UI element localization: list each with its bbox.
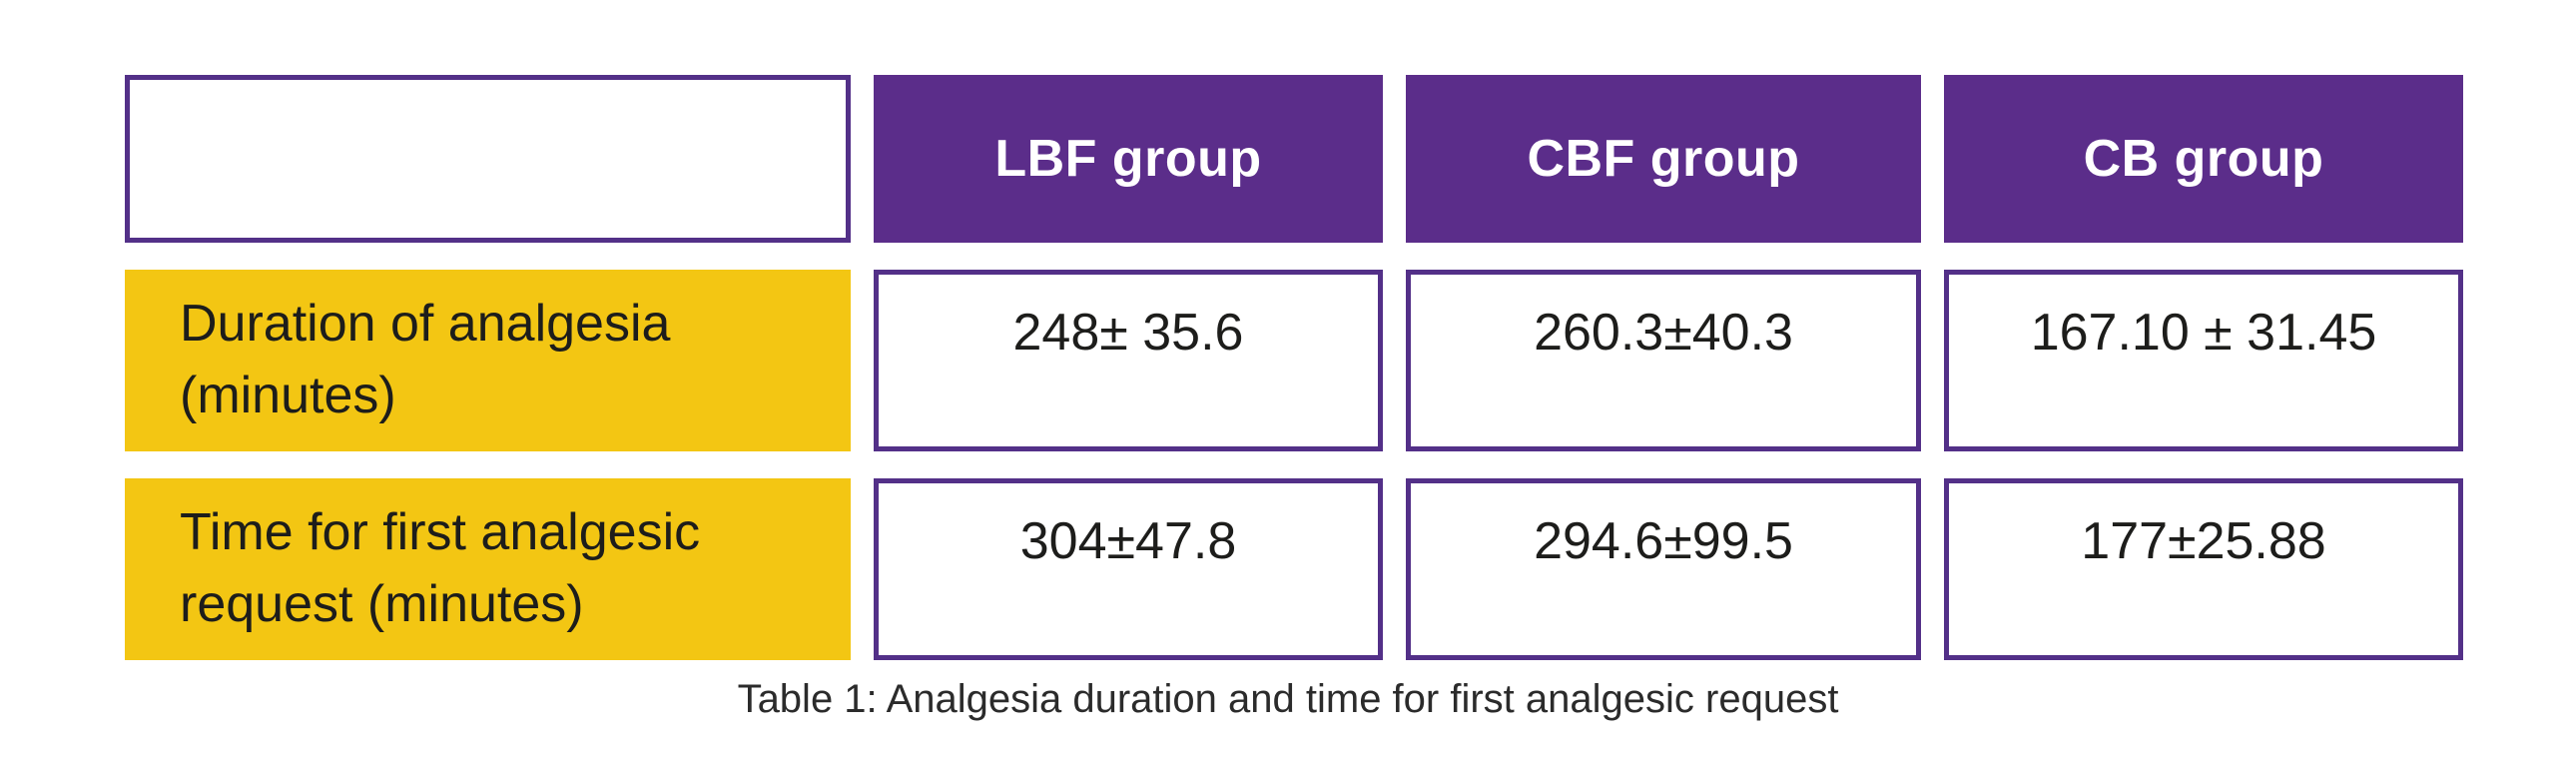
column-header-cb-group: CB group — [1944, 75, 2463, 243]
value-cell-duration-cb: 167.10 ± 31.45 — [1944, 270, 2463, 451]
table-caption: Table 1: Analgesia duration and time for… — [737, 677, 1839, 721]
value-cell-first-request-cb: 177±25.88 — [1944, 478, 2463, 660]
row-label-duration-of-analgesia: Duration of analgesia (minutes) — [125, 270, 851, 451]
column-header-lbf-group: LBF group — [874, 75, 1383, 243]
value-cell-duration-cbf: 260.3±40.3 — [1406, 270, 1921, 451]
analgesia-table: LBF group CBF group CB group Duration of… — [125, 75, 2463, 660]
value-cell-duration-lbf: 248± 35.6 — [874, 270, 1383, 451]
value-cell-first-request-cbf: 294.6±99.5 — [1406, 478, 1921, 660]
corner-empty-cell — [125, 75, 851, 243]
row-label-time-first-analgesic-request: Time for first analgesic request (minute… — [125, 478, 851, 660]
value-cell-first-request-lbf: 304±47.8 — [874, 478, 1383, 660]
column-header-cbf-group: CBF group — [1406, 75, 1921, 243]
